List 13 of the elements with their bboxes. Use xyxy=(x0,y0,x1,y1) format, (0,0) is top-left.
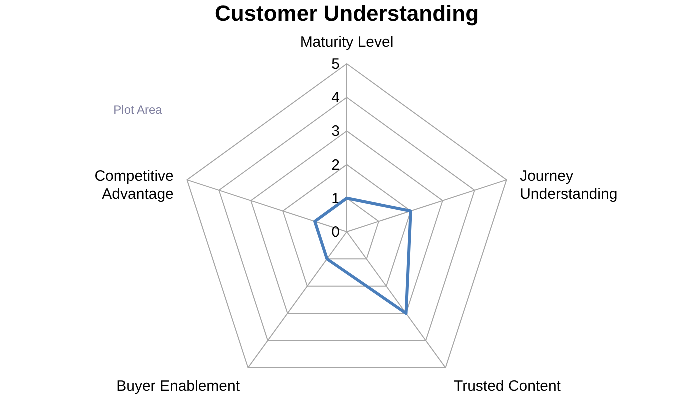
spoke-label: Buyer Enablement xyxy=(116,378,241,394)
y-tick-label: 0 xyxy=(332,224,340,241)
spoke-label: Competitive Advantage xyxy=(94,168,174,203)
y-tick-label: 5 xyxy=(332,56,340,73)
text: Plot Area xyxy=(114,103,163,117)
spoke-label: Journey Understanding xyxy=(520,168,618,203)
y-tick-label: 2 xyxy=(332,156,340,174)
y-tick-label: 1 xyxy=(332,190,340,208)
spoke-label: Maturity Level xyxy=(300,34,394,51)
chart-title: Customer Understanding xyxy=(214,1,480,26)
y-tick-label: 4 xyxy=(332,90,340,107)
y-tick-label: 3 xyxy=(332,123,340,140)
spoke-label: Trusted Content xyxy=(454,378,562,394)
